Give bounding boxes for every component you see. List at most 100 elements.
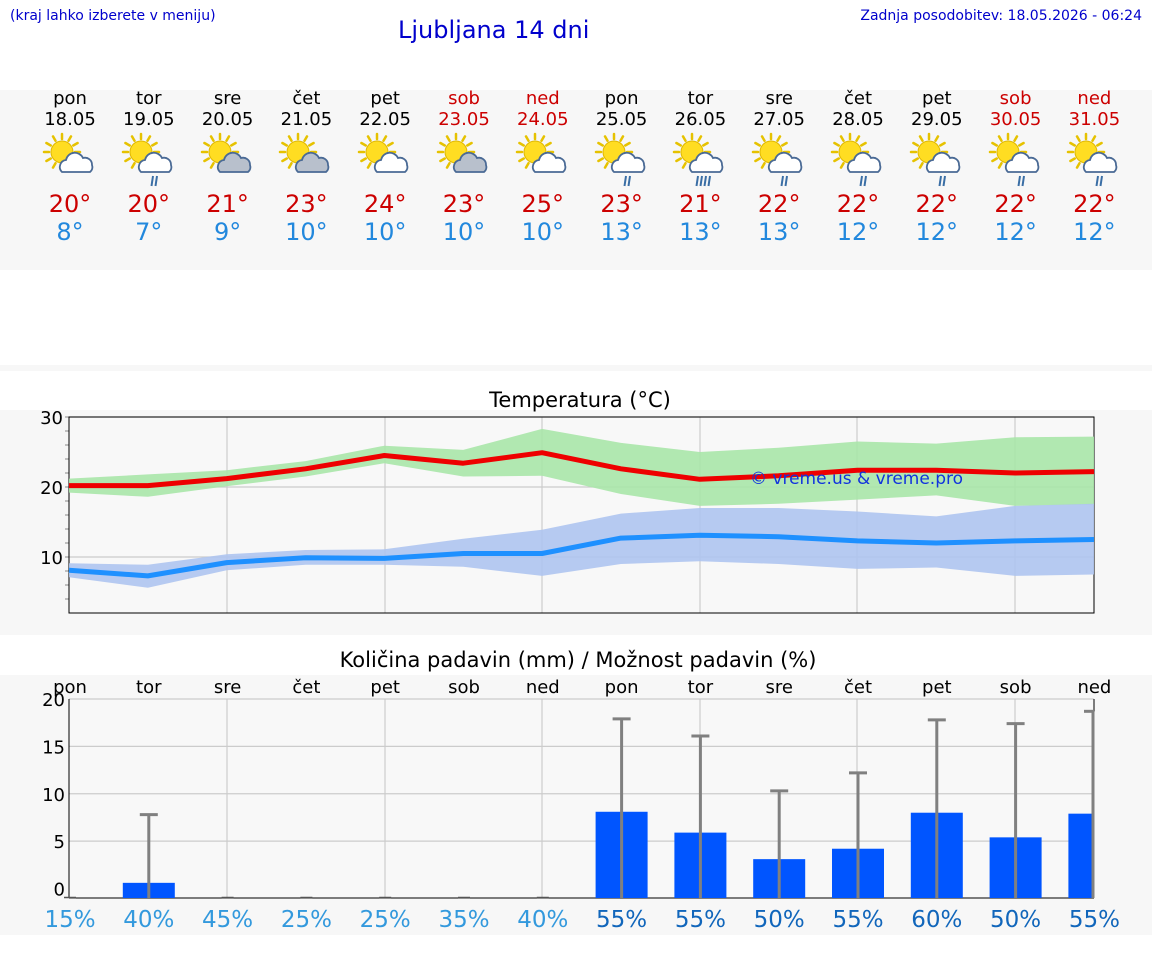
y-tick-label: 0 bbox=[54, 880, 65, 901]
max-temperature-range bbox=[69, 428, 1094, 506]
x-tick-label: čet bbox=[844, 677, 872, 698]
separator-band bbox=[0, 365, 1152, 371]
precipitation-chance: 55% bbox=[596, 907, 647, 933]
y-tick-label: 10 bbox=[40, 548, 63, 569]
max-temperature: 20° bbox=[48, 190, 92, 218]
max-temperature: 23° bbox=[442, 190, 486, 218]
precipitation-chart: 05101520pon15%tor40%sre45%čet25%pet25%so… bbox=[42, 677, 1120, 933]
x-tick-label: sre bbox=[765, 677, 792, 698]
min-temperature: 12° bbox=[836, 218, 880, 246]
max-temperature: 22° bbox=[915, 190, 959, 218]
min-temperature: 10° bbox=[521, 218, 565, 246]
day-date: 28.05 bbox=[832, 109, 884, 130]
x-tick-label: čet bbox=[292, 677, 320, 698]
max-temperature-line bbox=[69, 450, 1095, 489]
x-tick-label: sob bbox=[1000, 677, 1032, 698]
min-temperature: 9° bbox=[213, 218, 242, 246]
sun-cloud-rain-icon bbox=[909, 132, 961, 187]
day-name: pet bbox=[922, 88, 952, 109]
precipitation-chance: 50% bbox=[754, 907, 805, 933]
day-column: ned 24.05 25° 10° bbox=[503, 88, 583, 246]
sun-cloud-icon bbox=[200, 132, 251, 173]
day-date: 23.05 bbox=[438, 109, 490, 130]
day-column: sre 27.05 22° 13° bbox=[739, 88, 819, 246]
day-name: čet bbox=[292, 88, 321, 109]
max-temperature: 22° bbox=[1073, 190, 1116, 218]
day-column: sob 23.05 23° 10° bbox=[424, 88, 504, 246]
day-column: pon 25.05 23° 13° bbox=[582, 88, 662, 246]
day-name: tor bbox=[136, 88, 162, 109]
min-temperature: 13° bbox=[757, 218, 801, 246]
precipitation-chart-title: Količina padavin (mm) / Možnost padavin … bbox=[339, 648, 817, 672]
sun-cloud-rain-icon bbox=[751, 132, 803, 187]
day-name: ned bbox=[1077, 88, 1112, 109]
day-date: 18.05 bbox=[44, 109, 96, 130]
page-title: Ljubljana 14 dni bbox=[398, 16, 590, 44]
day-column: pon 18.05 20° 8° bbox=[30, 88, 110, 246]
sun-cloud-rain-icon bbox=[1067, 132, 1118, 187]
sun-cloud-heavy-rain-icon bbox=[673, 132, 724, 187]
max-temperature: 25° bbox=[521, 190, 565, 218]
max-temperature: 22° bbox=[757, 190, 801, 218]
precipitation-bar bbox=[1068, 813, 1094, 898]
precipitation-chance: 35% bbox=[438, 907, 489, 933]
precipitation-chance: 50% bbox=[990, 907, 1041, 933]
sun-cloud-icon bbox=[436, 132, 488, 173]
x-tick-label: pon bbox=[605, 677, 639, 698]
y-tick-label: 15 bbox=[42, 737, 65, 758]
day-date: 21.05 bbox=[280, 109, 333, 130]
daily-forecast: pon 18.05 20° 8° tor 19.05 20° 7° sre 20.05 21° 9° č… bbox=[0, 0, 1152, 260]
min-temperature: 12° bbox=[1073, 218, 1116, 246]
min-temperature: 12° bbox=[994, 218, 1037, 246]
day-column: čet 28.05 22° 12° bbox=[818, 88, 898, 246]
sun-cloud-icon bbox=[357, 132, 409, 173]
x-tick-label: sre bbox=[214, 677, 241, 698]
max-temperature: 21° bbox=[206, 190, 249, 218]
temperature-chart-title: Temperatura (°C) bbox=[489, 388, 671, 412]
min-temperature: 10° bbox=[442, 218, 486, 246]
precipitation-chance: 45% bbox=[202, 907, 253, 933]
day-date: 27.05 bbox=[753, 109, 805, 130]
day-column: čet 21.05 23° 10° bbox=[266, 88, 346, 246]
precipitation-chance: 55% bbox=[832, 907, 883, 933]
sun-cloud-rain-icon bbox=[988, 132, 1039, 187]
watermark: © vreme.us & vreme.pro bbox=[750, 469, 963, 489]
day-column: pet 29.05 22° 12° bbox=[897, 88, 977, 246]
sun-cloud-rain-icon bbox=[830, 132, 882, 187]
temperature-chart: 10 20 30 © vreme.us & vreme.pro bbox=[40, 408, 1095, 614]
sun-cloud-icon bbox=[42, 132, 94, 173]
day-date: 19.05 bbox=[123, 109, 175, 130]
max-temperature: 24° bbox=[363, 190, 407, 218]
day-date: 20.05 bbox=[201, 109, 254, 130]
min-temperature-line bbox=[68, 532, 1095, 579]
region-hint: (kraj lahko izberete v meniju) bbox=[10, 8, 216, 24]
precipitation-chance: 15% bbox=[44, 907, 95, 933]
y-tick-label: 5 bbox=[54, 832, 65, 853]
day-date: 26.05 bbox=[674, 109, 727, 130]
day-name: ned bbox=[525, 88, 560, 109]
min-temperature: 10° bbox=[363, 218, 407, 246]
x-tick-label: tor bbox=[688, 677, 714, 698]
day-column: pet 22.05 24° 10° bbox=[345, 88, 425, 246]
x-tick-label: ned bbox=[526, 677, 560, 698]
day-name: pet bbox=[370, 88, 400, 109]
max-temperature: 22° bbox=[836, 190, 880, 218]
precipitation-chance: 55% bbox=[1069, 907, 1120, 933]
x-tick-label: tor bbox=[136, 677, 162, 698]
day-name: sre bbox=[765, 88, 793, 109]
min-temperature: 13° bbox=[600, 218, 643, 246]
precipitation-chance: 25% bbox=[281, 907, 332, 933]
day-date: 25.05 bbox=[595, 109, 648, 130]
sun-cloud-rain-icon bbox=[121, 132, 173, 187]
precipitation-chance: 25% bbox=[360, 907, 411, 933]
day-column: ned 31.05 22° 12° bbox=[1054, 88, 1134, 246]
y-tick-label: 20 bbox=[40, 478, 63, 499]
x-tick-label: pon bbox=[53, 677, 87, 698]
y-tick-label: 30 bbox=[40, 408, 63, 429]
day-date: 22.05 bbox=[359, 109, 411, 130]
precipitation-chance: 40% bbox=[123, 907, 174, 933]
max-temperature: 23° bbox=[285, 190, 328, 218]
last-updated: Zadnja posodobitev: 18.05.2026 - 06:24 bbox=[860, 8, 1142, 24]
min-temperature: 8° bbox=[56, 218, 84, 246]
day-column: sob 30.05 22° 12° bbox=[976, 88, 1056, 246]
